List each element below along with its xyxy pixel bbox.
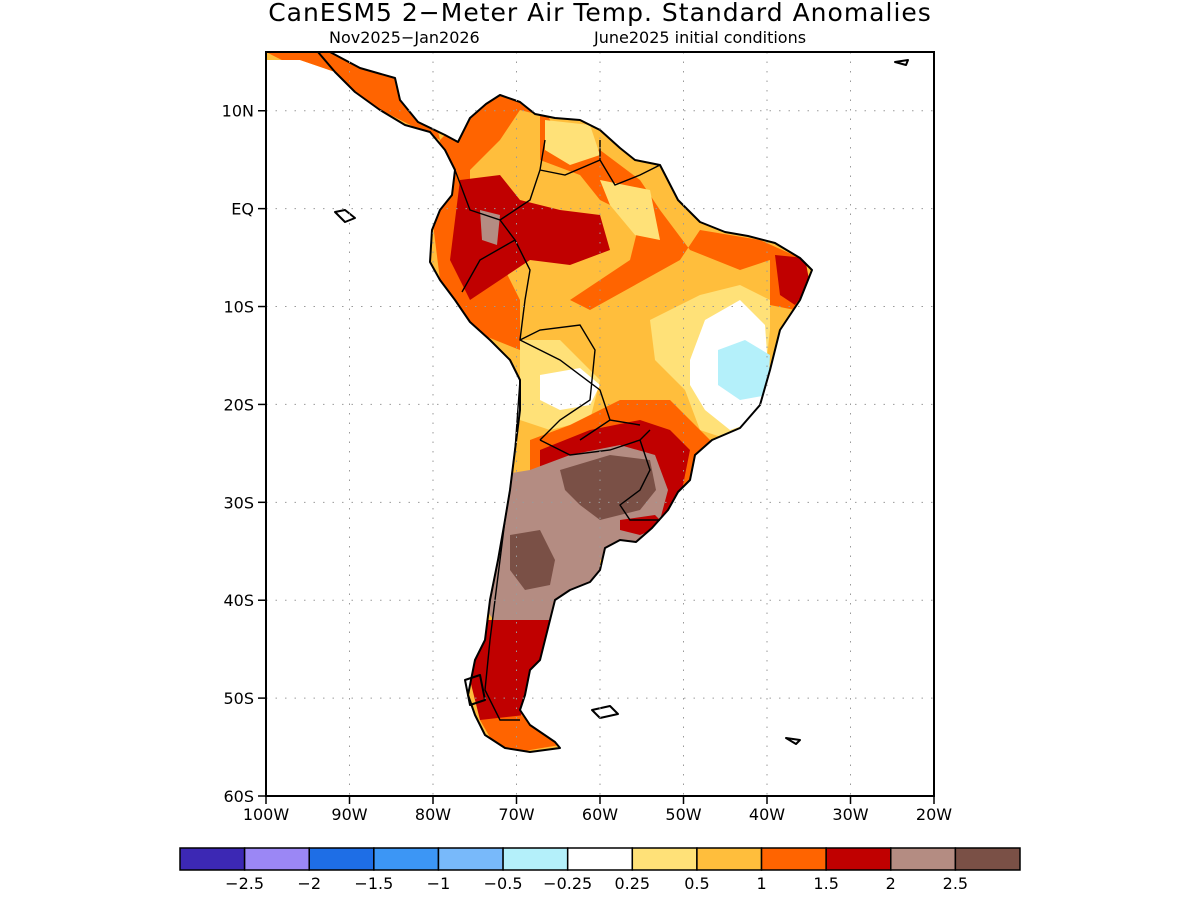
graticule	[266, 52, 934, 796]
lon-tick-label: 50W	[665, 805, 701, 824]
latitude-axis: 10N EQ 10S 20S 30S 40S 50S 60S	[222, 102, 266, 806]
country-borders	[454, 139, 661, 721]
lon-tick-label: 20W	[916, 805, 952, 824]
colorbar-swatch	[890, 847, 957, 871]
island-outlines	[334, 59, 909, 745]
lat-tick-label: EQ	[231, 200, 254, 219]
colorbar-label: −2	[297, 874, 321, 893]
colorbar-swatch	[437, 847, 504, 871]
anomaly-region	[775, 255, 810, 305]
colorbar-swatch	[566, 847, 634, 871]
colorbar-label: 2.5	[943, 874, 968, 893]
lon-tick-label: 60W	[582, 805, 618, 824]
lon-tick-label: 30W	[832, 805, 868, 824]
anomaly-region	[470, 620, 550, 720]
colorbar-label: 0.25	[614, 874, 650, 893]
colorbar-swatch	[502, 847, 569, 871]
colorbar-swatch	[954, 847, 1021, 871]
colorbar-swatch	[760, 847, 827, 871]
colorbar-label: −0.5	[484, 874, 523, 893]
colorbar-label: 1	[756, 874, 766, 893]
colorbar-swatch	[179, 847, 246, 871]
initial-conditions: June2025 initial conditions	[594, 28, 807, 47]
lat-tick-label: 20S	[223, 395, 254, 414]
colorbar-swatch	[825, 847, 892, 871]
longitude-axis: 100W 90W 80W 70W 60W 50W 40W 30W 20W	[243, 796, 952, 824]
anomaly-region	[450, 175, 610, 300]
colorbar-label: 1.5	[813, 874, 838, 893]
forecast-period: Nov2025−Jan2026	[329, 28, 480, 47]
lon-tick-label: 80W	[415, 805, 451, 824]
lat-tick-label: 10S	[223, 298, 254, 317]
anomaly-region	[480, 210, 500, 245]
lat-tick-label: 30S	[223, 493, 254, 512]
map-title: CanESM5 2−Meter Air Temp. Standard Anoma…	[268, 0, 932, 27]
anomaly-region	[718, 340, 770, 400]
colorbar-swatch	[373, 847, 440, 871]
colorbar-label: −1	[427, 874, 451, 893]
lat-tick-label: 50S	[223, 689, 254, 708]
anomaly-region	[510, 530, 555, 590]
colorbar-labels: −2.5 −2 −1.5 −1 −0.5 −0.25 0.25 0.5 1 1.5 2 2.5	[225, 874, 968, 893]
lon-tick-label: 70W	[498, 805, 534, 824]
colorbar-swatch	[308, 847, 375, 871]
colorbar-label: −0.25	[543, 874, 592, 893]
lon-tick-label: 40W	[749, 805, 785, 824]
anomaly-region	[560, 455, 656, 520]
anomaly-region	[545, 120, 600, 165]
colorbar-swatch	[696, 847, 763, 871]
colorbar-swatch	[243, 847, 310, 871]
anomaly-region	[600, 180, 660, 240]
colorbar	[179, 847, 1021, 871]
lat-tick-label: 60S	[223, 787, 254, 806]
colorbar-label: 2	[886, 874, 896, 893]
lon-tick-label: 100W	[243, 805, 290, 824]
colorbar-label: −2.5	[225, 874, 264, 893]
colorbar-label: −1.5	[354, 874, 393, 893]
coastline	[317, 51, 813, 753]
lon-tick-label: 90W	[331, 805, 367, 824]
colorbar-label: 0.5	[684, 874, 709, 893]
colorbar-swatch	[631, 847, 698, 871]
lat-tick-label: 40S	[223, 591, 254, 610]
lat-tick-label: 10N	[222, 102, 254, 121]
